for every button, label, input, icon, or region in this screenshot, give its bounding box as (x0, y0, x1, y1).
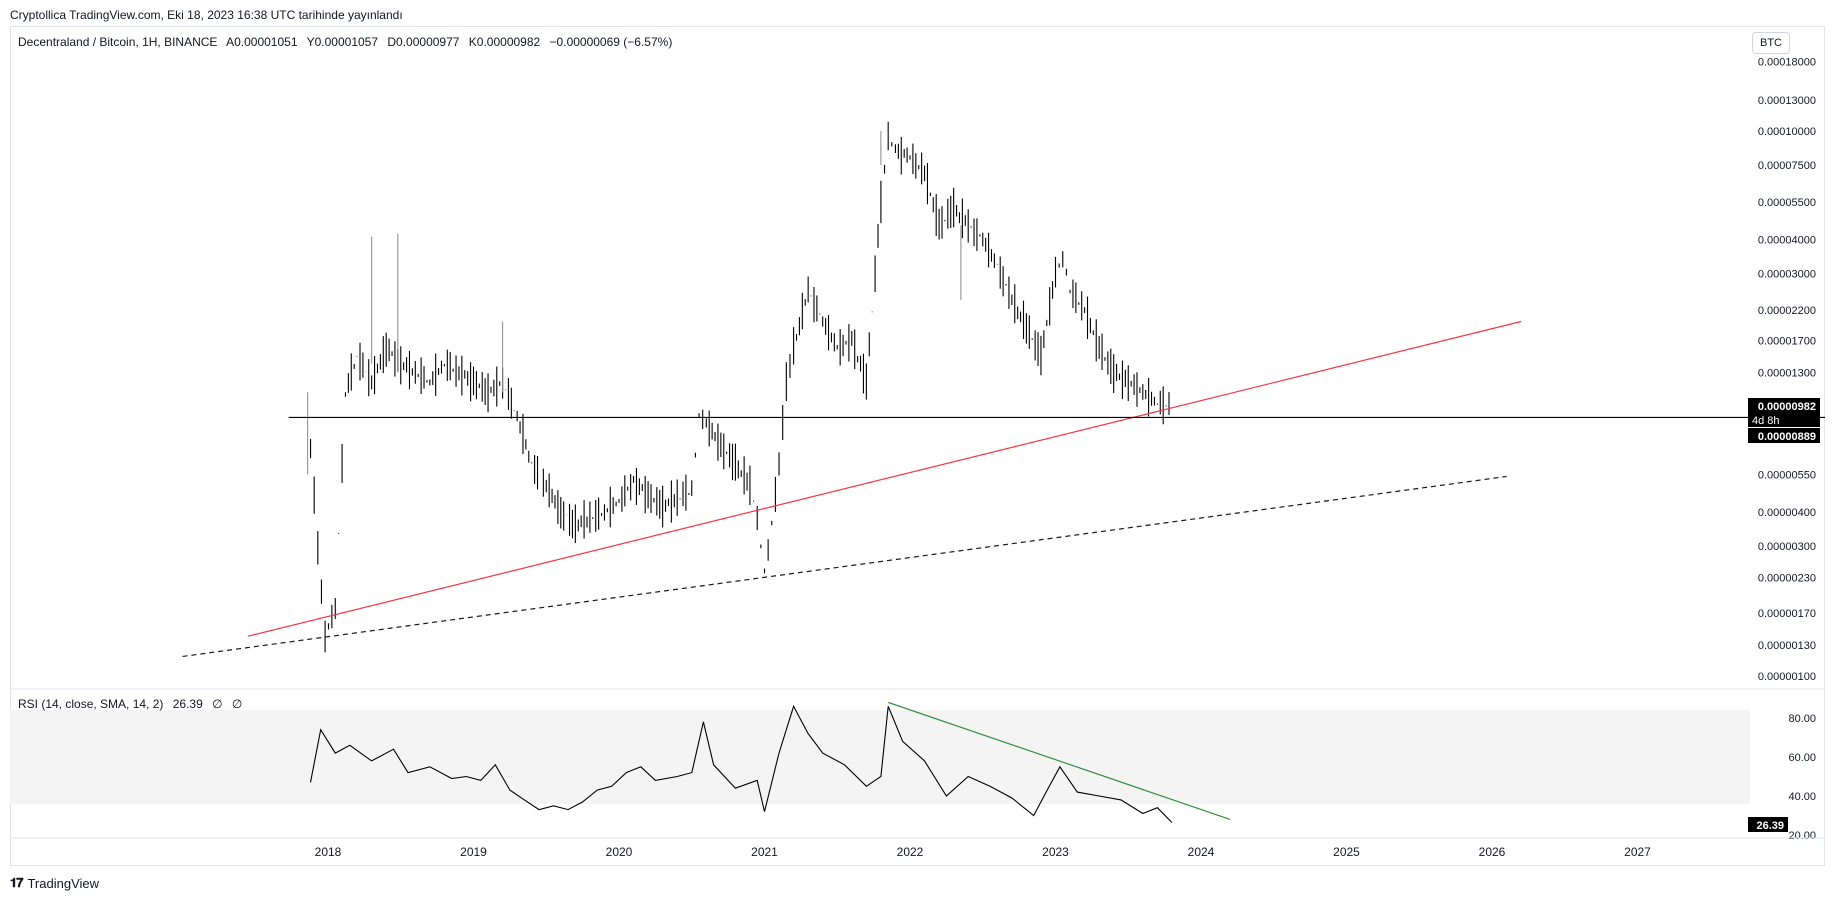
ohlc-close: K0.00000982 (468, 35, 541, 49)
price-axis-label: 0.00018000 (1758, 56, 1816, 68)
price-axis-label: 0.00004000 (1758, 234, 1816, 246)
price-pane (10, 121, 1825, 690)
time-axis-label: 2021 (751, 845, 778, 859)
rsi-value: 26.39 (172, 697, 203, 711)
symbol-name[interactable]: Decentraland / Bitcoin, 1H, BINANCE (18, 35, 218, 49)
rsi-axis-label: 20.00 (1788, 830, 1816, 842)
time-axis-label: 2018 (315, 845, 342, 859)
rsi-trendline (887, 701, 1231, 820)
time-axis-label: 2025 (1333, 845, 1360, 859)
price-axis-label: 0.00007500 (1758, 160, 1816, 172)
time-axis-label: 2027 (1624, 845, 1651, 859)
hline-price-tag: 0.00000889 (1748, 428, 1820, 443)
ohlc-low: D0.00000977 (387, 35, 460, 49)
price-axis-label: 0.00003000 (1758, 268, 1816, 280)
ohlc-open: A0.00001051 (226, 35, 298, 49)
chart-frame (10, 26, 1825, 866)
last-price-tag: 0.00000982 4d 8h (1748, 398, 1820, 427)
rsi-line (309, 704, 1173, 823)
price-axis-label: 0.00000550 (1758, 469, 1816, 481)
time-axis-label: 2023 (1042, 845, 1069, 859)
price-axis-label: 0.00010000 (1758, 126, 1816, 138)
red-trendline (247, 320, 1522, 637)
time-axis-label: 2024 (1188, 845, 1215, 859)
last-price-label: 0.00000982 (1758, 401, 1816, 413)
time-axis-label: 2026 (1479, 845, 1506, 859)
ohlc-high: Y0.00001057 (306, 35, 379, 49)
price-axis: 0.00018000 0.00013000 0.00010000 0.00007500… (1758, 56, 1816, 683)
price-axis-label: 0.00005500 (1758, 197, 1816, 209)
rsi-band (10, 710, 1750, 804)
rsi-axis-label: 60.00 (1788, 752, 1816, 764)
tradingview-brand: TradingView (27, 876, 100, 891)
rsi-value-tag: 26.39 (1748, 817, 1788, 832)
dashed-trendline (182, 475, 1507, 658)
time-axis-label: 2022 (897, 845, 924, 859)
publish-attribution: Cryptollica TradingView.com, Eki 18, 202… (10, 8, 403, 22)
countdown-label: 4d 8h (1752, 415, 1780, 427)
price-axis-label: 0.00000100 (1758, 671, 1816, 683)
price-axis-label: 0.00000230 (1758, 572, 1816, 584)
tradingview-logo[interactable]: 𝟏𝟕 TradingView (10, 876, 99, 891)
rsi-na-2: ∅ (231, 697, 243, 711)
currency-badge[interactable]: BTC (1752, 32, 1790, 54)
rsi-axis: 80.00 60.00 40.00 20.00 (1788, 713, 1816, 842)
rsi-na-1: ∅ (212, 697, 223, 711)
rsi-axis-label: 40.00 (1788, 791, 1816, 803)
rsi-pane (10, 701, 1750, 823)
rsi-axis-label: 80.00 (1788, 713, 1816, 725)
time-axis-label: 2019 (460, 845, 487, 859)
rsi-value-tag-label: 26.39 (1756, 820, 1784, 832)
ohlc-change: −0.00000069 (−6.57%) (549, 35, 673, 49)
price-axis-label: 0.00002200 (1758, 305, 1816, 317)
price-axis-label: 0.00000300 (1758, 541, 1816, 553)
tradingview-mark-icon: 𝟏𝟕 (10, 876, 24, 891)
rsi-legend: RSI (14, close, SMA, 14, 2) 26.39 ∅ ∅ (18, 697, 248, 711)
price-axis-label: 0.00001700 (1758, 336, 1816, 348)
price-axis-label: 0.00013000 (1758, 95, 1816, 107)
price-axis-label: 0.00001300 (1758, 367, 1816, 379)
rsi-title[interactable]: RSI (14, close, SMA, 14, 2) (18, 697, 164, 711)
price-axis-label: 0.00000170 (1758, 608, 1816, 620)
hline-price-label: 0.00000889 (1758, 431, 1816, 443)
price-axis-label: 0.00000400 (1758, 507, 1816, 519)
time-axis: 2018 2019 2020 2021 2022 2023 2024 2025 2026 2027 (10, 837, 1825, 859)
price-axis-label: 0.00000130 (1758, 640, 1816, 652)
symbol-legend: Decentraland / Bitcoin, 1H, BINANCE A0.0… (18, 35, 678, 49)
time-axis-label: 2020 (606, 845, 633, 859)
